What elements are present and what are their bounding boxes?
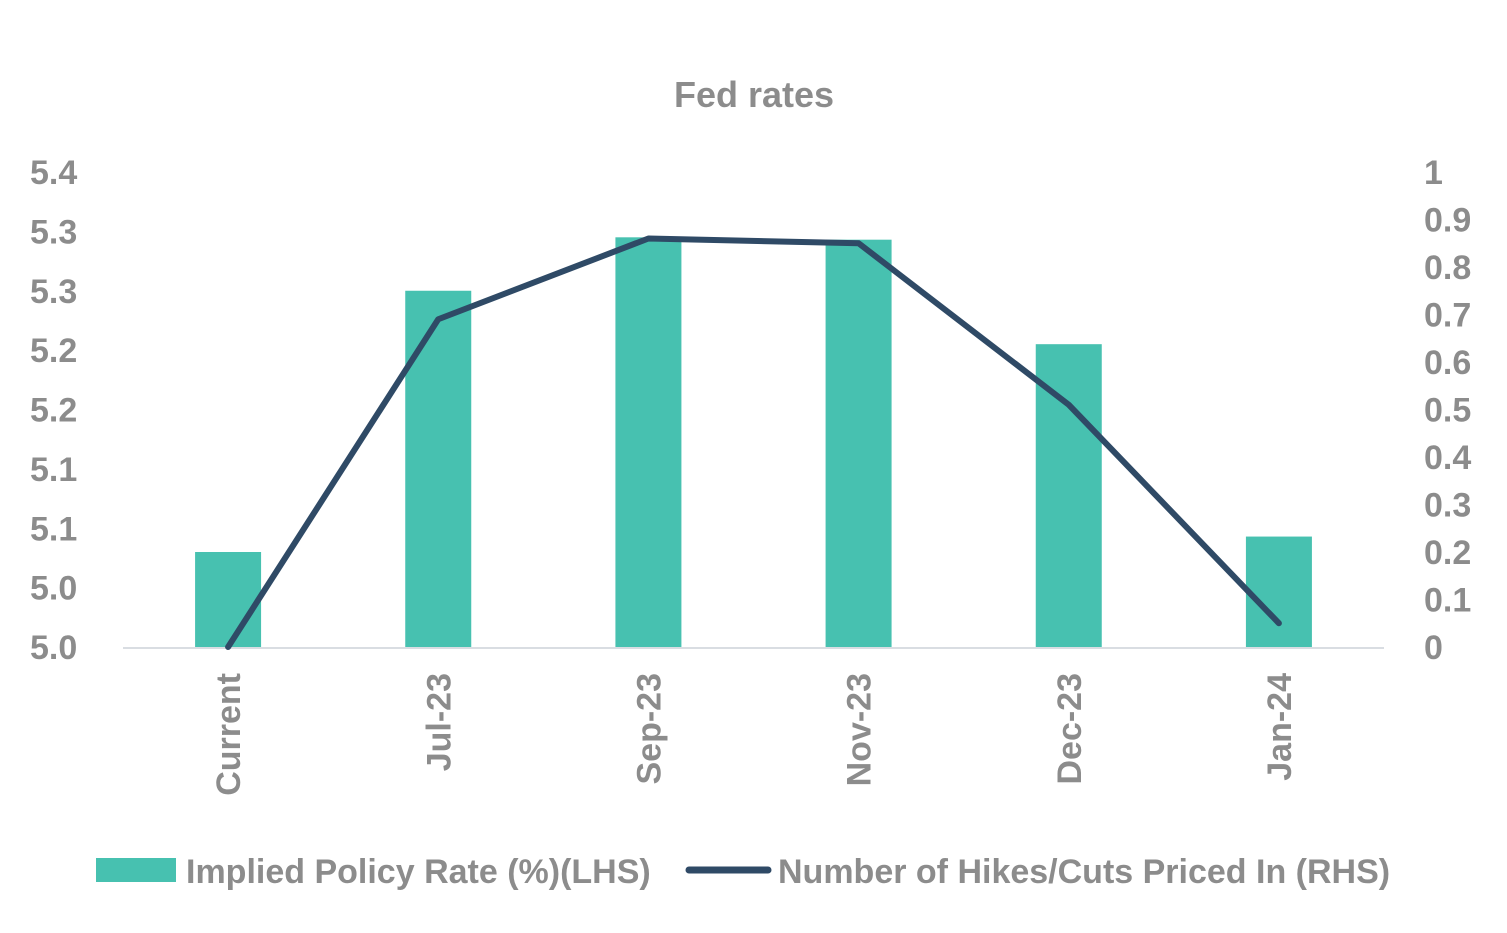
category-label-jan-24: Jan-24 [1261,673,1299,781]
line-layer [228,238,1279,647]
left-tick-label: 5.2 [30,392,77,430]
left-tick-label: 5.4 [30,154,77,192]
bar-jul-23 [405,291,471,647]
category-labels: Current Jul-23 Sep-23 Nov-23 Dec-23 Jan-24 [210,673,1299,796]
left-tick-label: 5.1 [30,451,77,489]
right-tick-label: 0.1 [1424,582,1471,620]
right-tick-label: 0.6 [1424,344,1471,382]
left-axis-ticks: 5.0 5.0 5.1 5.1 5.2 5.2 5.3 5.3 5.4 [30,154,77,667]
left-tick-label: 5.0 [30,629,77,667]
category-label-jul-23: Jul-23 [420,673,458,771]
category-label-sep-23: Sep-23 [630,673,668,785]
left-tick-label: 5.1 [30,510,77,548]
bar-current [195,552,261,647]
right-tick-label: 0.2 [1424,534,1471,572]
right-tick-label: 0.9 [1424,202,1471,240]
legend-bar-label: Implied Policy Rate (%)(LHS) [186,853,651,891]
right-tick-label: 0.7 [1424,297,1471,335]
left-tick-label: 5.3 [30,213,77,251]
left-tick-label: 5.2 [30,332,77,370]
right-tick-label: 0.8 [1424,249,1471,287]
bar-nov-23 [826,240,892,647]
right-tick-label: 0.5 [1424,392,1471,430]
legend: Implied Policy Rate (%)(LHS) Number of H… [96,853,1390,891]
left-tick-label: 5.0 [30,570,77,608]
hikes-cuts-line [228,239,1279,648]
legend-line-label: Number of Hikes/Cuts Priced In (RHS) [778,853,1390,891]
right-tick-label: 0 [1424,629,1443,667]
right-tick-label: 0.3 [1424,487,1471,525]
category-label-dec-23: Dec-23 [1051,673,1089,785]
bar-jan-24 [1246,537,1312,647]
right-tick-label: 1 [1424,154,1443,192]
right-axis-ticks: 0 0.1 0.2 0.3 0.4 0.5 0.6 0.7 0.8 0.9 1 [1424,154,1471,667]
category-label-nov-23: Nov-23 [841,673,879,786]
bar-sep-23 [615,237,681,647]
legend-bar-swatch [96,858,176,882]
category-label-current: Current [210,673,248,796]
right-tick-label: 0.4 [1424,439,1471,477]
chart-title: Fed rates [674,74,834,115]
left-tick-label: 5.3 [30,273,77,311]
